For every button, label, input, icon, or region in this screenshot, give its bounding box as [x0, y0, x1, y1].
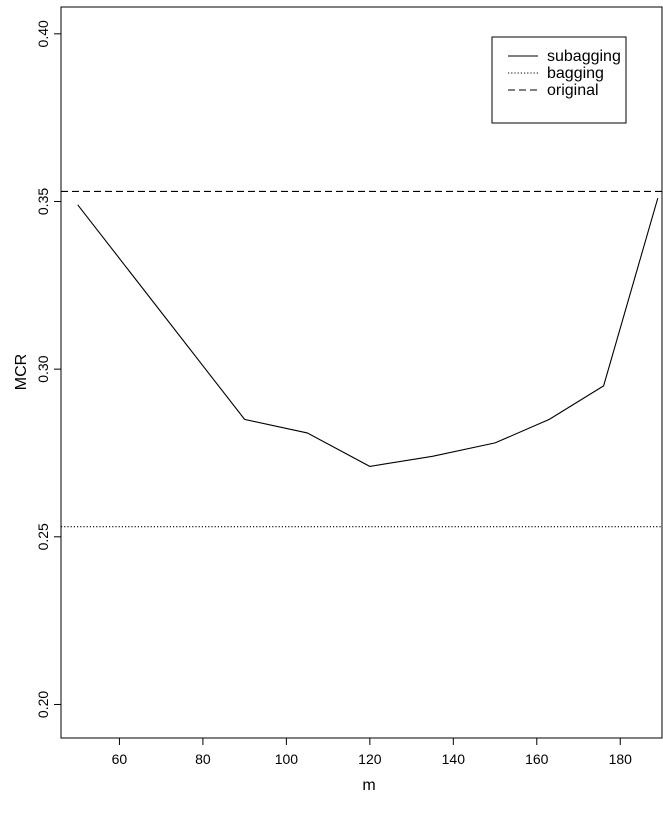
y-axis-title: MCR — [13, 354, 30, 390]
y-tick-label: 0.25 — [35, 523, 51, 550]
y-tick-label: 0.40 — [35, 20, 51, 47]
x-axis: 60 80 100 120 140 160 180 — [112, 738, 633, 767]
x-tick-label: 180 — [609, 751, 633, 767]
legend-label-original: original — [547, 82, 599, 99]
x-tick-label: 120 — [358, 751, 382, 767]
legend-label-subagging: subagging — [547, 48, 621, 65]
series-layer — [61, 190, 662, 528]
x-tick-label: 60 — [112, 751, 128, 767]
y-tick-label: 0.20 — [35, 691, 51, 718]
y-tick-label: 0.30 — [35, 355, 51, 382]
legend-label-bagging: bagging — [547, 65, 604, 82]
x-tick-label: 80 — [195, 751, 211, 767]
legend-box — [491, 36, 627, 124]
y-axis: 0.20 0.25 0.30 0.35 0.40 — [35, 20, 61, 718]
x-tick-label: 100 — [275, 751, 299, 767]
x-tick-label: 140 — [442, 751, 466, 767]
series-line-subagging — [77, 197, 659, 467]
x-axis-title: m — [362, 777, 375, 794]
plot-frame — [60, 6, 663, 739]
y-tick-label: 0.35 — [35, 188, 51, 215]
x-tick-label: 160 — [525, 751, 549, 767]
